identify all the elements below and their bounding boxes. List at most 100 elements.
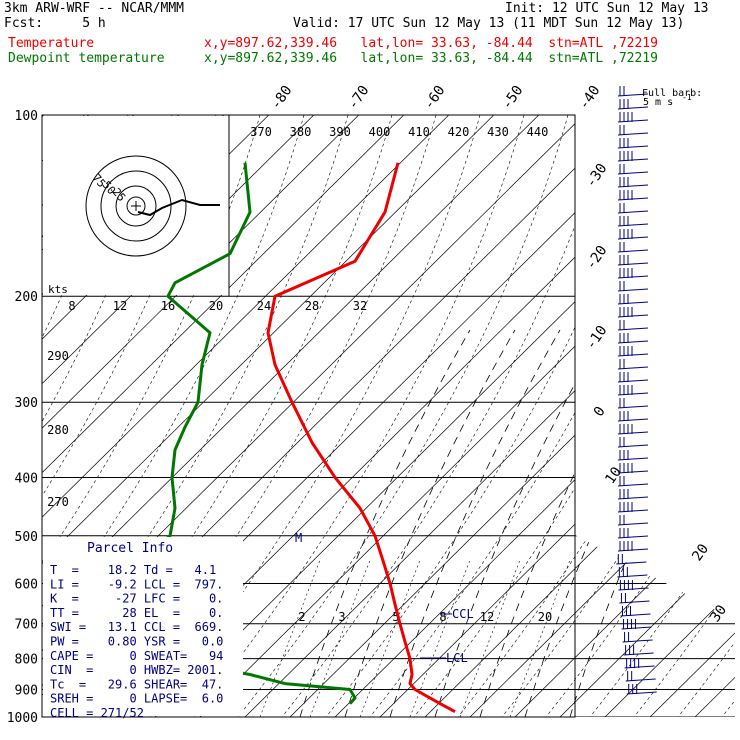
pressure-tick-label: 600: [15, 577, 38, 592]
wind-barb-staff: [617, 197, 649, 201]
wind-barb: [617, 476, 649, 487]
barb-legend-units: 5 m s: [643, 97, 673, 108]
wind-barb: [617, 268, 649, 279]
wind-barb: [619, 593, 650, 604]
wind-barb: [617, 229, 649, 240]
isotherm-line: [559, 115, 735, 717]
wind-barb-staff: [617, 340, 649, 344]
moist-adiabat-line: [299, 329, 471, 717]
wind-barb: [617, 216, 649, 227]
theta-label: 410: [408, 125, 430, 139]
wind-barb: [617, 125, 649, 136]
wind-barb-staff: [617, 418, 649, 422]
wind-barb-staff: [617, 431, 649, 435]
isotherm-line: [42, 115, 471, 717]
forecast-hour: Fcst: 5 h: [4, 16, 106, 31]
wind-barb-staff: [621, 626, 652, 630]
hodograph-ring: [85, 155, 187, 257]
theta-label: 430: [487, 125, 509, 139]
wind-barb-staff: [620, 613, 651, 617]
wind-barb-staff: [624, 665, 655, 669]
temperature-axis-label: 10: [602, 464, 625, 487]
isotherm-line: [42, 115, 561, 717]
dry-adiabat-line: [545, 115, 735, 717]
wind-barb-staff: [617, 574, 648, 578]
temperature-axis-label: 20: [689, 541, 712, 564]
isotherm-line: [514, 115, 735, 717]
pressure-tick-label: 300: [15, 396, 38, 411]
dry-adiabat-line: [42, 115, 305, 717]
wind-barb-staff: [617, 301, 649, 305]
wind-barb-staff: [617, 353, 649, 357]
model-title: 3km ARW-WRF -- NCAR/MMM: [4, 1, 185, 16]
theta-label: 270: [47, 495, 69, 509]
wind-barb-staff: [617, 457, 649, 461]
wind-barb: [617, 99, 649, 110]
wind-barb: [617, 450, 649, 461]
temperature-axis-label: -20: [583, 243, 611, 273]
temperature-axis-label: -50: [499, 83, 527, 113]
mixing-ratio-label: 12: [480, 610, 494, 624]
temperature-axis-label: 30: [707, 602, 730, 625]
wind-barb-staff: [617, 236, 649, 240]
dry-adiabat-line: [589, 115, 735, 717]
mixing-ratio-line: [509, 559, 571, 717]
wind-barb: [617, 203, 649, 214]
wind-barb: [617, 164, 649, 175]
wind-barb-staff: [617, 379, 649, 383]
mixing-ratio-label: 2: [298, 610, 305, 624]
wind-barb-staff: [617, 327, 649, 331]
wind-barb: [626, 684, 657, 695]
theta-label: 420: [448, 125, 470, 139]
wind-barb: [617, 333, 649, 344]
dewpoint-legend-info: x,y=897.62,339.46 lat,lon= 33.63, -84.44…: [204, 51, 658, 66]
isotherm-line: [42, 115, 381, 717]
wind-barb-staff: [617, 93, 649, 97]
dry-adiabat-line: [413, 115, 735, 717]
temperature-axis-label: -70: [345, 83, 373, 113]
pressure-tick-label: 100: [15, 109, 38, 124]
mixing-ratio-line: [359, 559, 421, 717]
wind-barb: [617, 528, 649, 539]
wind-barb: [617, 320, 649, 331]
parcel-info-row: CAPE = 0 SWEAT= 94: [50, 649, 223, 663]
mixing-ratio-line: [459, 559, 521, 717]
wind-barb: [616, 554, 647, 565]
wind-barb-staff: [625, 678, 656, 682]
wind-barb-staff: [617, 171, 649, 175]
wind-barb: [617, 372, 649, 383]
hodograph-ring: [115, 185, 157, 227]
wind-barb-staff: [617, 210, 649, 214]
parcel-info-row: Tc = 29.6 SHEAR= 47.: [50, 677, 223, 691]
moist-adiabat-line: [389, 329, 561, 717]
theta-label: 440: [527, 125, 549, 139]
hodograph-speed-tick: 24: [257, 299, 271, 313]
hodograph-ring: [126, 196, 146, 216]
parcel-info-row: LI = -9.2 LCL = 797.: [50, 577, 223, 591]
theta-label: 380: [290, 125, 312, 139]
wind-barb-staff: [618, 587, 649, 591]
wind-barb: [617, 112, 649, 123]
wind-barb: [623, 645, 654, 656]
temperature-legend: Temperature: [8, 36, 95, 51]
temperature-axis-label: -60: [421, 83, 449, 113]
ccl-annotation: CCL: [452, 607, 474, 621]
hodograph-speed-tick: 32: [353, 299, 367, 313]
wind-barb-staff: [617, 119, 649, 123]
wind-barb-staff: [617, 483, 649, 487]
theta-label: 400: [369, 125, 391, 139]
wind-barb-staff: [617, 106, 649, 110]
wind-barb: [617, 411, 649, 422]
wind-barb-staff: [617, 548, 649, 552]
wind-barb: [625, 671, 656, 682]
wind-barb-staff: [617, 405, 649, 409]
isotherm-line: [379, 115, 735, 717]
wind-barb: [617, 346, 649, 357]
wind-barb-staff: [617, 366, 649, 370]
isotherm-line: [424, 115, 735, 717]
dry-adiabat-line: [633, 115, 735, 717]
isotherm-line: [42, 115, 606, 717]
pressure-tick-label: 400: [15, 471, 38, 486]
parcel-info-row: K = -27 LFC = 0.: [50, 592, 223, 606]
